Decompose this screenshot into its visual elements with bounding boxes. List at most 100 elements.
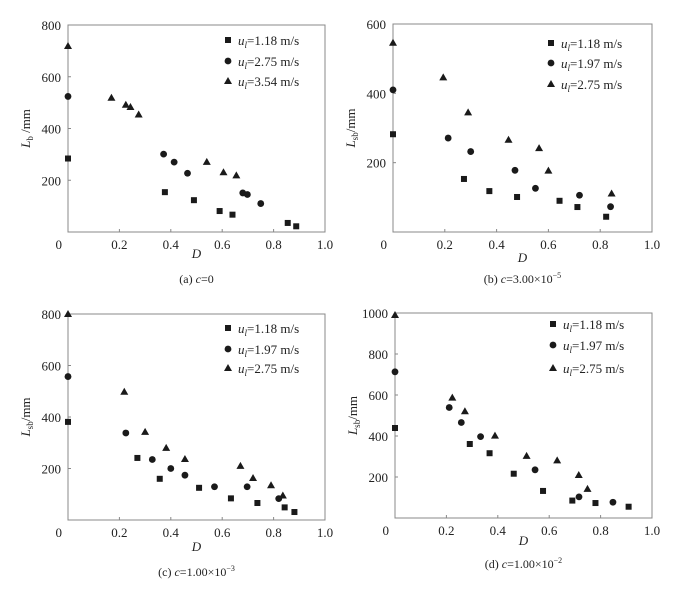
y-axis-label-subscript: sb: [350, 132, 360, 141]
data-point-triangle: [544, 166, 553, 174]
data-point-circle: [64, 93, 72, 100]
x-tick-label: 0.6: [541, 523, 558, 538]
data-point-circle: [511, 166, 519, 174]
y-axis-label-symbol: L: [343, 140, 358, 148]
data-point-circle: [181, 471, 189, 479]
x-axis-label: D: [191, 539, 202, 554]
x-tick-label: 1.0: [317, 237, 333, 252]
panel-c: 0.2 0.4 0.6 0.8 1.0 200 400 600 800 0 D Lsb/mm (c) c…: [18, 307, 333, 579]
data-point-triangle: [134, 110, 143, 118]
x-tick-label: 0.2: [437, 237, 453, 252]
data-point-square: [510, 470, 517, 477]
legend-subscript: l: [568, 84, 571, 94]
series-triangle: [391, 311, 592, 492]
data-point-triangle: [490, 431, 499, 439]
series-triangle: [64, 310, 287, 499]
legend-marker-square: [550, 321, 556, 327]
y-tick-label: 400: [369, 429, 389, 444]
x-axis-label: D: [518, 533, 529, 548]
data-point-square: [229, 211, 236, 218]
data-point-square: [65, 155, 71, 162]
data-point-square: [254, 500, 261, 507]
x-tick-label: 0.4: [163, 525, 180, 540]
legend-subscript: l: [568, 63, 571, 73]
legend-marker-triangle: [224, 364, 232, 371]
caption-prefix: (a): [179, 272, 195, 286]
panel-d: 0.2 0.4 0.6 0.8 1.0 200 400 600 800 1000 0 D Lsb/mm (…: [345, 306, 660, 571]
data-point-square: [556, 197, 563, 204]
legend-symbol: u: [238, 74, 245, 89]
legend-value: =1.18 m/s: [247, 321, 299, 336]
legend-marker-circle: [224, 57, 232, 65]
data-point-circle: [532, 184, 539, 192]
y-tick-label: 600: [367, 17, 387, 32]
y-axis-label-symbol: L: [18, 141, 33, 149]
legend-marker-circle: [547, 59, 555, 67]
data-point-triangle: [522, 451, 531, 459]
x-tick-label: 0.4: [490, 523, 507, 538]
y-axis-label-unit: /mm: [343, 108, 358, 132]
data-point-triangle: [460, 407, 469, 415]
caption-exponent: −5: [553, 271, 562, 280]
caption-value: =0: [201, 272, 214, 286]
caption-exponent: −3: [226, 564, 235, 573]
data-point-circle: [211, 483, 218, 491]
y-tick-label: 600: [369, 388, 389, 403]
data-point-triangle: [448, 393, 457, 401]
y-axis-label-unit: /mm: [18, 109, 33, 136]
legend-label: ul=1.18 m/s: [561, 36, 622, 53]
origin-label: 0: [56, 237, 63, 252]
series-square: [65, 155, 300, 230]
data-point-circle: [170, 158, 178, 166]
data-point-circle: [391, 368, 399, 376]
caption-prefix: (c): [158, 565, 174, 579]
data-point-square: [156, 475, 163, 482]
legend-marker-circle: [549, 341, 557, 349]
data-point-triangle: [504, 135, 513, 143]
x-tick-label: 0.8: [592, 523, 608, 538]
caption-exponent: −2: [554, 556, 563, 565]
data-point-circle: [148, 456, 156, 463]
legend-subscript: l: [245, 40, 248, 50]
data-point-circle: [243, 191, 251, 198]
data-point-triangle: [391, 311, 399, 319]
series-circle: [391, 368, 617, 506]
x-tick-label: 0.6: [540, 237, 557, 252]
data-point-square: [196, 484, 203, 491]
plot-frame: [392, 23, 653, 233]
caption-variable: c: [501, 272, 507, 286]
data-point-square: [592, 500, 599, 507]
legend-subscript: l: [245, 328, 248, 338]
data-point-circle: [167, 465, 175, 472]
x-tick-label: 0.8: [265, 525, 281, 540]
caption-value: =1.00×10: [180, 565, 227, 579]
legend-value: =1.18 m/s: [572, 317, 624, 332]
data-point-triangle: [574, 470, 583, 478]
data-point-triangle: [162, 443, 171, 451]
data-point-circle: [531, 466, 539, 474]
legend-symbol: u: [238, 33, 245, 48]
data-point-triangle: [249, 474, 258, 482]
legend-symbol: u: [561, 77, 568, 92]
data-point-square: [227, 495, 234, 502]
legend-label: ul=2.75 m/s: [563, 361, 624, 378]
data-point-triangle: [126, 103, 135, 111]
legend-label: ul=1.97 m/s: [563, 338, 624, 355]
caption-value: =3.00×10: [506, 272, 553, 286]
y-axis-label-symbol: L: [18, 429, 33, 437]
plot-frame: [394, 312, 653, 519]
data-point-circle: [257, 200, 265, 207]
data-point-square: [161, 189, 168, 196]
data-point-triangle: [180, 454, 189, 462]
y-tick-label: 200: [42, 173, 62, 188]
caption-variable: c: [196, 272, 202, 286]
y-tick-label: 400: [42, 410, 62, 425]
data-point-triangle: [535, 144, 544, 152]
y-axis-label-subscript: sb: [25, 421, 35, 430]
x-tick-label: 0.2: [111, 237, 127, 252]
x-tick-label: 0.2: [438, 523, 454, 538]
caption-prefix: (d): [485, 557, 502, 571]
y-axis-label: Lb /mm: [18, 109, 35, 149]
legend-marker-square: [225, 37, 231, 43]
legend-label: ul=1.18 m/s: [563, 317, 624, 334]
